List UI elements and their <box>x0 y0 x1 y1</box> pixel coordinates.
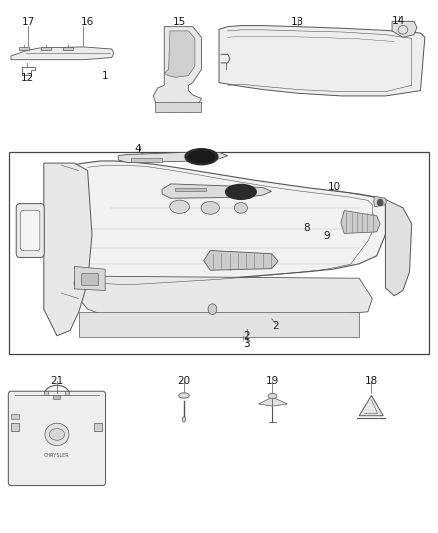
Bar <box>65 391 69 395</box>
Ellipse shape <box>170 200 189 214</box>
Circle shape <box>208 304 217 314</box>
Polygon shape <box>359 395 383 416</box>
Polygon shape <box>19 47 29 50</box>
Polygon shape <box>385 199 412 296</box>
Polygon shape <box>118 152 228 163</box>
Text: 9: 9 <box>323 231 330 240</box>
Polygon shape <box>341 211 380 233</box>
Text: 14: 14 <box>392 17 405 26</box>
Bar <box>11 414 19 419</box>
Ellipse shape <box>182 417 186 422</box>
Polygon shape <box>258 397 272 406</box>
Text: 21: 21 <box>50 376 64 385</box>
Ellipse shape <box>234 203 247 213</box>
Text: 12: 12 <box>21 74 34 83</box>
Bar <box>11 423 19 431</box>
Text: 15: 15 <box>173 18 186 27</box>
Polygon shape <box>41 47 51 50</box>
Polygon shape <box>164 31 195 77</box>
Ellipse shape <box>179 393 189 398</box>
Circle shape <box>378 199 383 206</box>
Bar <box>81 273 98 285</box>
Text: 13: 13 <box>291 18 304 27</box>
FancyBboxPatch shape <box>8 391 106 486</box>
Ellipse shape <box>45 423 69 446</box>
Polygon shape <box>11 47 114 60</box>
Ellipse shape <box>185 149 218 165</box>
Text: 4: 4 <box>134 144 141 154</box>
Text: 2: 2 <box>272 321 279 331</box>
Ellipse shape <box>188 151 215 163</box>
Ellipse shape <box>49 429 65 440</box>
Text: 20: 20 <box>177 376 191 385</box>
Bar <box>9 152 429 354</box>
Polygon shape <box>44 163 92 336</box>
Text: 5: 5 <box>21 238 28 247</box>
Text: 17: 17 <box>22 18 35 27</box>
Polygon shape <box>153 27 201 107</box>
Bar <box>44 391 48 395</box>
Polygon shape <box>79 276 372 320</box>
Text: 3: 3 <box>243 340 250 349</box>
Polygon shape <box>70 161 385 284</box>
Bar <box>53 395 60 399</box>
Text: 11: 11 <box>223 259 237 269</box>
Ellipse shape <box>201 201 219 214</box>
Polygon shape <box>162 184 272 198</box>
Polygon shape <box>392 21 417 37</box>
Text: CHRYSLER: CHRYSLER <box>44 453 70 458</box>
Ellipse shape <box>226 184 256 199</box>
Ellipse shape <box>268 393 277 399</box>
Text: 6: 6 <box>72 279 79 288</box>
FancyBboxPatch shape <box>21 211 40 251</box>
Polygon shape <box>374 196 386 207</box>
Polygon shape <box>204 251 278 270</box>
Polygon shape <box>272 397 287 406</box>
Text: 7: 7 <box>72 267 79 277</box>
Text: 16: 16 <box>81 18 94 27</box>
Polygon shape <box>219 26 425 96</box>
Polygon shape <box>63 47 73 50</box>
Text: 8: 8 <box>303 223 310 233</box>
Polygon shape <box>155 102 201 112</box>
Polygon shape <box>131 158 162 162</box>
Text: 10: 10 <box>328 182 341 191</box>
Polygon shape <box>175 188 206 191</box>
Bar <box>94 423 102 431</box>
Text: 19: 19 <box>266 376 279 385</box>
Text: 1: 1 <box>102 71 109 80</box>
Text: 2: 2 <box>243 331 250 341</box>
Polygon shape <box>74 266 105 290</box>
FancyBboxPatch shape <box>16 204 44 257</box>
Polygon shape <box>79 312 359 337</box>
Text: 18: 18 <box>365 376 378 385</box>
